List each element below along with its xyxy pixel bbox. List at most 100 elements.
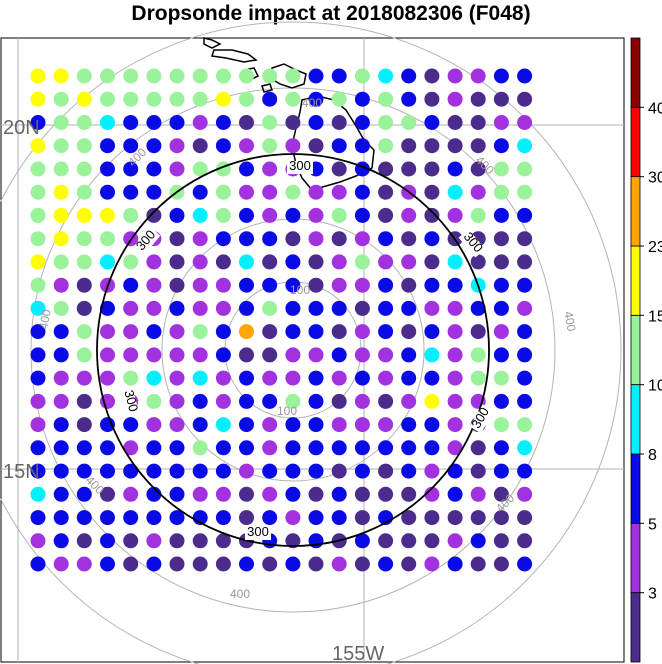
impact-dot [401, 161, 417, 177]
ring-label: 100 [290, 283, 310, 297]
impact-dot [401, 463, 417, 479]
island-kahoolawe [261, 83, 273, 93]
impact-dot [285, 347, 301, 363]
impact-dot [30, 533, 46, 549]
impact-dot [401, 370, 417, 386]
impact-dot [30, 440, 46, 456]
impact-dot [517, 533, 533, 549]
impact-dot [239, 254, 254, 270]
impact-dot [308, 510, 324, 526]
impact-dot [215, 231, 231, 247]
impact-dot [53, 207, 69, 223]
impact-dot [123, 277, 139, 293]
range-ring [0, 21, 622, 664]
impact-dot [53, 440, 69, 456]
impact-dot [30, 254, 46, 270]
impact-dot [76, 533, 92, 549]
impact-dot [424, 463, 440, 479]
impact-dot [100, 254, 115, 270]
colorbar-ticks: 3 5 8 10 15 23 30 40 [640, 100, 662, 603]
colorbar-tick-label: 8 [648, 447, 657, 464]
impact-dot [215, 138, 231, 154]
impact-dot [424, 231, 440, 247]
impact-dot [53, 463, 69, 479]
impact-dot [331, 91, 347, 107]
impact-dot [470, 440, 486, 456]
impact-dot [192, 393, 208, 409]
impact-dot [447, 417, 463, 433]
impact-dot [470, 300, 486, 316]
impact-dot [424, 347, 440, 363]
impact-dot [239, 231, 254, 247]
impact-dot [331, 556, 347, 572]
impact-dot [215, 486, 231, 502]
impact-dot [401, 393, 417, 409]
impact-dot [517, 300, 533, 316]
impact-dot [53, 510, 69, 526]
impact-dot [53, 533, 69, 549]
impact-dot [447, 161, 463, 177]
impact-dot [76, 300, 92, 316]
ring-label-text: 100 [277, 404, 297, 418]
impact-dot [331, 161, 347, 177]
impact-dot [424, 393, 440, 409]
impact-dot [215, 207, 231, 223]
impact-dot [470, 184, 486, 200]
impact-dot [517, 231, 533, 247]
impact-dot [123, 115, 139, 130]
ring-label: 300 [119, 387, 141, 416]
impact-dot [493, 440, 509, 456]
impact-dot [192, 486, 208, 502]
impact-dot [30, 115, 46, 130]
impact-dot [53, 347, 69, 363]
impact-dot [493, 556, 509, 572]
impact-dot [262, 138, 278, 154]
impact-dot [146, 324, 162, 340]
impact-dot [331, 138, 347, 154]
impact-dot [517, 486, 533, 502]
impact-dot [192, 347, 208, 363]
impact-dot [517, 324, 533, 340]
impact-dot [239, 556, 254, 572]
impact-dot [424, 533, 440, 549]
impact-dot [354, 324, 370, 340]
impact-dot [354, 556, 370, 572]
impact-dot [493, 510, 509, 526]
impact-dot [331, 510, 347, 526]
impact-dot [424, 161, 440, 177]
ring-label: 300 [287, 158, 313, 174]
impact-dot [262, 463, 278, 479]
impact-dot [76, 115, 92, 130]
impact-dot [262, 254, 278, 270]
impact-dot [262, 115, 278, 130]
impact-dot [378, 417, 394, 433]
lon-label-155w: 155W [332, 643, 384, 664]
impact-dot [262, 393, 278, 409]
impact-dot [239, 207, 254, 223]
impact-dot [100, 91, 115, 107]
impact-dot [100, 417, 115, 433]
impact-dot [470, 115, 486, 130]
impact-dot [123, 91, 139, 107]
impact-dot [424, 486, 440, 502]
impact-dot [331, 324, 347, 340]
impact-dot [447, 115, 463, 130]
impact-dot [239, 393, 254, 409]
impact-dot [123, 510, 139, 526]
impact-dot [123, 207, 139, 223]
impact-dot [169, 207, 185, 223]
impact-dot [401, 440, 417, 456]
impact-dot [447, 184, 463, 200]
impact-dot [285, 556, 301, 572]
impact-dot [30, 324, 46, 340]
impact-dot [378, 533, 394, 549]
impact-dot [76, 161, 92, 177]
impact-dot [308, 91, 324, 107]
impact-dot [493, 417, 509, 433]
impact-dot [262, 417, 278, 433]
impact-dot [354, 417, 370, 433]
impact-dot [215, 463, 231, 479]
impact-dot [308, 231, 324, 247]
impact-dot [285, 486, 301, 502]
